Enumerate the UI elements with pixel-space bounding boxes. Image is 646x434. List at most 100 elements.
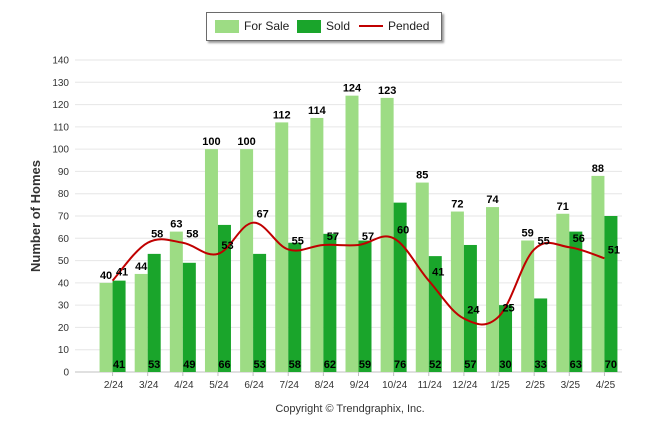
data-label-sold: 33: [535, 359, 547, 371]
bar-sold: [358, 240, 372, 372]
bar-sold: [569, 231, 583, 372]
bar-for-sale: [240, 149, 254, 372]
x-tick-label: 2/25: [525, 380, 545, 391]
bar-for-sale: [415, 182, 429, 372]
x-tick-label: 1/25: [490, 380, 510, 391]
y-tick-label: 100: [52, 145, 69, 156]
x-tick-label: 7/24: [279, 380, 299, 391]
bar-for-sale: [486, 207, 500, 372]
y-tick-label: 110: [53, 122, 69, 133]
legend-item-for-sale[interactable]: For Sale: [215, 19, 289, 33]
bar-sold: [147, 253, 161, 372]
data-label-for-sale: 44: [135, 261, 148, 273]
data-label-pended: 57: [362, 231, 374, 243]
bar-for-sale: [556, 213, 570, 372]
x-tick-label: 11/24: [418, 380, 443, 391]
data-label-sold: 53: [253, 359, 265, 371]
data-label-sold: 76: [394, 359, 406, 371]
bar-sold: [253, 253, 267, 372]
y-tick-label: 70: [58, 212, 70, 223]
data-label-for-sale: 72: [451, 199, 463, 211]
y-tick-label: 30: [58, 301, 70, 312]
y-tick-label: 20: [58, 323, 70, 334]
data-label-pended: 60: [397, 224, 409, 236]
data-label-sold: 70: [605, 359, 617, 371]
data-label-pended: 67: [256, 209, 268, 221]
y-tick-label: 90: [58, 167, 70, 178]
legend-item-pended[interactable]: Pended: [359, 19, 429, 33]
y-tick-label: 80: [58, 189, 70, 200]
y-tick-label: 50: [58, 256, 70, 267]
x-tick-label: 5/24: [209, 380, 229, 391]
data-label-for-sale: 123: [378, 85, 396, 97]
x-tick-label: 2/24: [104, 380, 124, 391]
bar-sold: [463, 244, 477, 372]
copyright-footer: Copyright © Trendgraphix, Inc.: [275, 403, 425, 415]
y-tick-label: 120: [52, 100, 69, 111]
line-pended: [111, 221, 605, 326]
data-label-pended: 57: [327, 231, 339, 243]
x-tick-label: 6/24: [244, 380, 264, 391]
y-tick-label: 60: [58, 234, 70, 245]
data-label-sold: 63: [570, 359, 582, 371]
legend-swatch-for-sale: [215, 19, 239, 33]
data-label-pended: 58: [186, 229, 198, 241]
data-label-pended: 56: [573, 233, 585, 245]
x-tick-label: 4/25: [596, 380, 616, 391]
legend-item-sold[interactable]: Sold: [297, 19, 350, 33]
data-label-sold: 66: [218, 359, 230, 371]
x-tick-label: 3/24: [139, 380, 159, 391]
bar-sold: [112, 280, 126, 372]
data-label-pended: 24: [467, 305, 480, 317]
data-label-for-sale: 85: [416, 170, 428, 182]
data-label-sold: 53: [148, 359, 160, 371]
bar-for-sale: [521, 240, 535, 372]
legend-label-for-sale: For Sale: [244, 19, 290, 33]
data-label-pended: 58: [151, 229, 163, 241]
y-tick-label: 140: [52, 56, 69, 67]
data-label-sold: 62: [324, 359, 336, 371]
y-tick-label: 40: [58, 278, 70, 289]
bar-for-sale: [275, 122, 289, 373]
data-label-pended: 41: [432, 267, 444, 279]
x-tick-label: 10/24: [382, 380, 407, 391]
legend-swatch-sold: [297, 19, 321, 33]
data-label-sold: 30: [499, 359, 511, 371]
data-label-pended: 41: [116, 267, 128, 279]
data-label-pended: 55: [538, 235, 550, 247]
bar-sold: [323, 233, 337, 372]
legend-swatch-pended: [359, 25, 383, 27]
x-tick-label: 3/25: [561, 380, 581, 391]
data-label-sold: 57: [464, 359, 476, 371]
bar-sold: [499, 305, 513, 372]
x-tick-label: 12/24: [452, 380, 477, 391]
bar-for-sale: [134, 273, 148, 372]
bar-for-sale: [450, 211, 464, 372]
data-label-for-sale: 63: [170, 219, 182, 231]
y-tick-label: 10: [58, 345, 70, 356]
data-label-for-sale: 100: [237, 136, 255, 148]
bar-for-sale: [310, 117, 324, 372]
data-label-for-sale: 124: [343, 83, 362, 95]
data-label-for-sale: 112: [273, 109, 291, 121]
legend-label-pended: Pended: [388, 19, 430, 33]
y-tick-label: 0: [63, 368, 69, 379]
data-label-sold: 59: [359, 359, 371, 371]
data-label-pended: 55: [292, 235, 304, 247]
data-label-for-sale: 71: [557, 201, 569, 213]
data-label-sold: 41: [113, 359, 125, 371]
data-label-for-sale: 59: [522, 228, 534, 240]
data-label-sold: 52: [429, 359, 441, 371]
legend: For Sale Sold Pended: [206, 12, 442, 41]
x-tick-label: 9/24: [350, 380, 370, 391]
data-label-sold: 58: [289, 359, 301, 371]
data-label-for-sale: 100: [202, 136, 220, 148]
y-tick-label: 130: [52, 78, 69, 89]
bar-for-sale: [204, 149, 218, 372]
data-label-pended: 51: [608, 244, 620, 256]
legend-label-sold: Sold: [326, 19, 351, 33]
bar-sold: [182, 262, 196, 372]
bar-for-sale: [99, 282, 113, 372]
bar-for-sale: [591, 175, 605, 372]
